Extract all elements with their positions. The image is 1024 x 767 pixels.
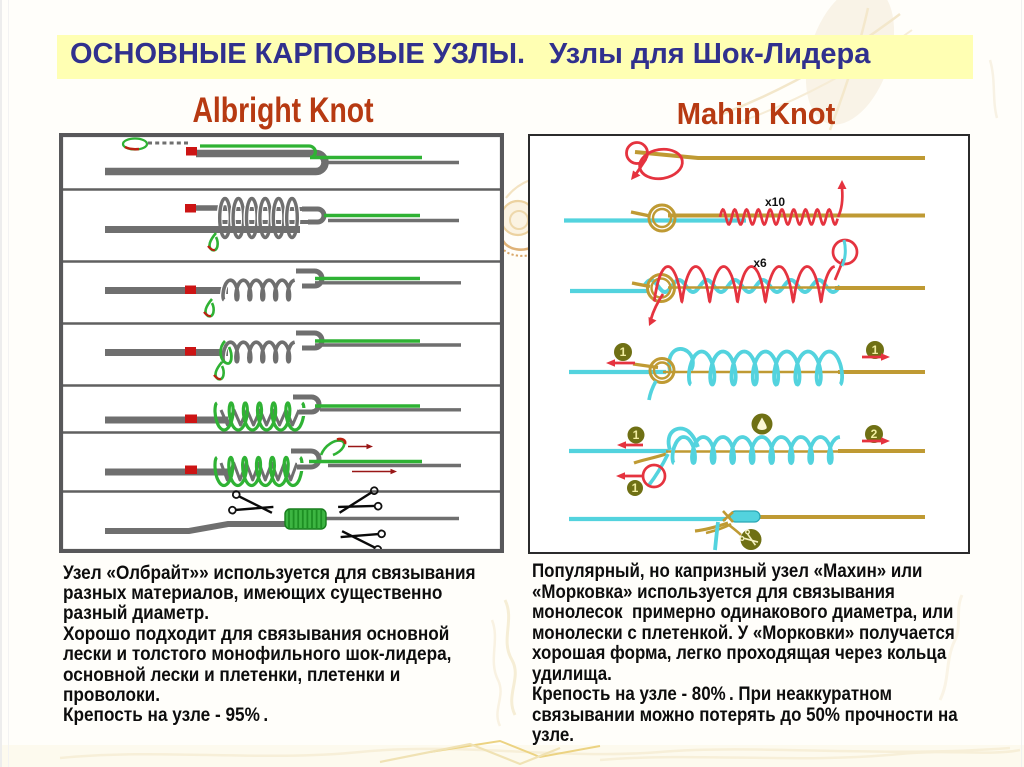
svg-text:2: 2 (871, 427, 878, 441)
svg-text:1: 1 (872, 343, 879, 357)
svg-text:1: 1 (632, 481, 639, 495)
svg-text:1: 1 (633, 428, 640, 442)
svg-text:x6: x6 (753, 256, 767, 270)
svg-text:1: 1 (620, 345, 627, 359)
svg-text:x10: x10 (765, 195, 785, 209)
